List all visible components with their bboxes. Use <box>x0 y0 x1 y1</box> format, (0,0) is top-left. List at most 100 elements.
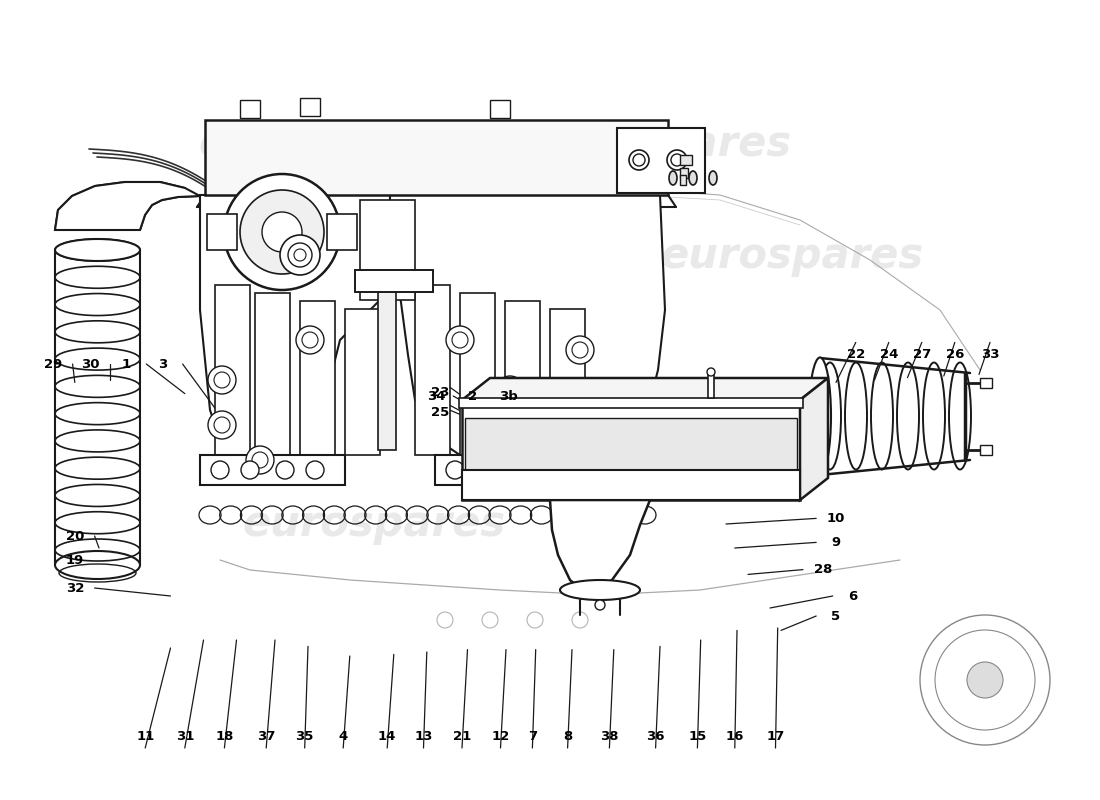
Text: eurospares: eurospares <box>242 503 506 545</box>
FancyBboxPatch shape <box>490 100 510 118</box>
Text: 27: 27 <box>913 348 931 361</box>
FancyBboxPatch shape <box>680 155 692 165</box>
Ellipse shape <box>669 171 676 185</box>
Circle shape <box>262 212 303 252</box>
Polygon shape <box>200 195 390 460</box>
Polygon shape <box>462 378 828 400</box>
FancyBboxPatch shape <box>415 285 450 455</box>
Text: 35: 35 <box>296 730 314 742</box>
FancyBboxPatch shape <box>505 301 540 455</box>
Text: 3b: 3b <box>498 390 518 402</box>
FancyBboxPatch shape <box>459 398 803 408</box>
Text: 18: 18 <box>216 730 233 742</box>
FancyBboxPatch shape <box>708 372 714 398</box>
Circle shape <box>707 368 715 376</box>
Text: 28: 28 <box>814 563 832 576</box>
Ellipse shape <box>560 580 640 600</box>
Text: 25: 25 <box>431 406 449 418</box>
Text: 24: 24 <box>880 348 898 361</box>
Text: 38: 38 <box>601 730 618 742</box>
Text: 9: 9 <box>832 536 840 549</box>
Text: 3: 3 <box>158 358 167 370</box>
FancyBboxPatch shape <box>460 293 495 455</box>
Ellipse shape <box>55 551 140 579</box>
Circle shape <box>306 461 324 479</box>
Text: 12: 12 <box>492 730 509 742</box>
Polygon shape <box>550 500 650 592</box>
Circle shape <box>516 461 534 479</box>
Circle shape <box>280 235 320 275</box>
Circle shape <box>667 150 688 170</box>
FancyBboxPatch shape <box>980 378 992 388</box>
FancyBboxPatch shape <box>617 128 705 193</box>
Circle shape <box>586 461 604 479</box>
Circle shape <box>629 150 649 170</box>
Ellipse shape <box>689 171 697 185</box>
FancyBboxPatch shape <box>980 445 992 455</box>
Polygon shape <box>800 378 828 500</box>
Text: 14: 14 <box>378 730 396 742</box>
Polygon shape <box>390 195 666 468</box>
Text: 34: 34 <box>428 390 446 402</box>
Circle shape <box>246 446 274 474</box>
Circle shape <box>241 461 258 479</box>
Text: 13: 13 <box>415 730 432 742</box>
Ellipse shape <box>55 239 140 261</box>
FancyBboxPatch shape <box>345 309 379 455</box>
FancyBboxPatch shape <box>200 455 345 485</box>
Circle shape <box>240 190 324 274</box>
Ellipse shape <box>710 171 717 185</box>
Circle shape <box>595 600 605 610</box>
Circle shape <box>566 336 594 364</box>
FancyBboxPatch shape <box>378 290 396 450</box>
Text: 1: 1 <box>122 358 131 370</box>
Circle shape <box>446 461 464 479</box>
Text: 23: 23 <box>431 386 449 398</box>
Circle shape <box>967 662 1003 698</box>
FancyBboxPatch shape <box>434 455 635 485</box>
Circle shape <box>208 411 236 439</box>
FancyBboxPatch shape <box>465 418 798 470</box>
FancyBboxPatch shape <box>300 301 336 455</box>
Ellipse shape <box>808 358 830 474</box>
Text: 20: 20 <box>66 530 84 542</box>
Text: 16: 16 <box>726 730 744 742</box>
Text: 8: 8 <box>563 730 572 742</box>
Text: 6: 6 <box>848 590 857 602</box>
Text: 2: 2 <box>469 390 477 402</box>
Text: 19: 19 <box>66 554 84 566</box>
Circle shape <box>208 366 236 394</box>
Text: 29: 29 <box>44 358 62 370</box>
FancyBboxPatch shape <box>300 98 320 116</box>
Text: eurospares: eurospares <box>660 235 924 277</box>
FancyBboxPatch shape <box>680 168 688 178</box>
Text: 22: 22 <box>847 348 865 361</box>
Text: 21: 21 <box>453 730 471 742</box>
Text: 10: 10 <box>827 512 845 525</box>
Text: 5: 5 <box>832 610 840 622</box>
Text: 32: 32 <box>66 582 84 594</box>
FancyBboxPatch shape <box>462 470 800 500</box>
Text: 11: 11 <box>136 730 154 742</box>
FancyBboxPatch shape <box>205 120 668 195</box>
Circle shape <box>211 461 229 479</box>
FancyBboxPatch shape <box>360 200 415 300</box>
Circle shape <box>586 401 614 429</box>
Text: eurospares: eurospares <box>528 123 792 165</box>
FancyBboxPatch shape <box>327 214 358 250</box>
Circle shape <box>551 461 569 479</box>
Circle shape <box>276 461 294 479</box>
Text: 26: 26 <box>946 348 964 361</box>
Text: 15: 15 <box>689 730 706 742</box>
FancyBboxPatch shape <box>207 214 236 250</box>
Text: 4: 4 <box>339 730 348 742</box>
Circle shape <box>481 461 499 479</box>
FancyBboxPatch shape <box>680 175 686 185</box>
Text: 31: 31 <box>176 730 194 742</box>
Text: 37: 37 <box>257 730 275 742</box>
Text: 17: 17 <box>767 730 784 742</box>
Text: 33: 33 <box>981 348 999 361</box>
FancyBboxPatch shape <box>240 100 260 118</box>
Text: 7: 7 <box>528 730 537 742</box>
Text: eurospares: eurospares <box>198 123 462 165</box>
